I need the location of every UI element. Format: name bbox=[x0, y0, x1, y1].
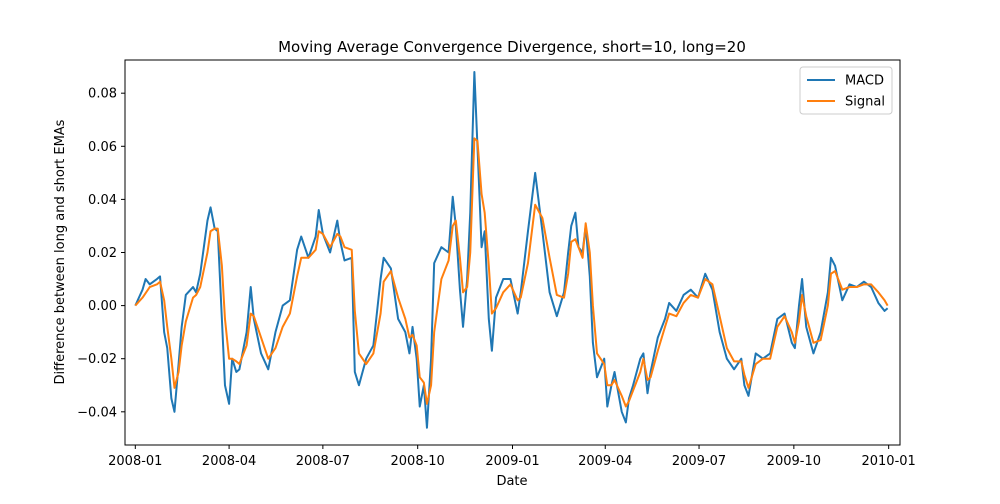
legend-box bbox=[799, 66, 893, 115]
x-tick-label: 2009-07 bbox=[672, 454, 726, 469]
y-tick-label: −0.02 bbox=[77, 352, 117, 367]
x-tick-label: 2008-10 bbox=[391, 454, 445, 469]
x-tick-label: 2008-04 bbox=[202, 454, 256, 469]
series-line-signal bbox=[134, 137, 889, 408]
series-line-macd bbox=[134, 70, 889, 429]
x-tick-label: 2010-01 bbox=[861, 454, 915, 469]
x-tick-label: 2008-01 bbox=[108, 454, 162, 469]
y-axis-label: Difference between long and short EMAs bbox=[53, 119, 68, 384]
y-tick-label: 0.02 bbox=[88, 246, 117, 261]
plot-area: 2008-01 2008-04 2008-07 2008-10 2009-01 2009-… bbox=[77, 59, 916, 469]
x-tick-label: 2009-01 bbox=[485, 454, 539, 469]
legend-label-macd: MACD bbox=[845, 74, 884, 89]
y-tick-label: −0.04 bbox=[77, 405, 117, 420]
x-axis-label: Date bbox=[496, 474, 527, 489]
x-tick-label: 2009-10 bbox=[767, 454, 821, 469]
y-tick-label: 0.06 bbox=[88, 140, 117, 155]
y-tick-label: 0.04 bbox=[88, 193, 117, 208]
y-tick-label: 0.00 bbox=[88, 299, 117, 314]
x-tick-label: 2009-04 bbox=[578, 454, 632, 469]
y-tick-label: 0.08 bbox=[88, 87, 117, 102]
chart-title: Moving Average Convergence Divergence, s… bbox=[278, 38, 746, 56]
x-tick-label: 2008-07 bbox=[296, 454, 350, 469]
legend-label-signal: Signal bbox=[845, 95, 885, 110]
